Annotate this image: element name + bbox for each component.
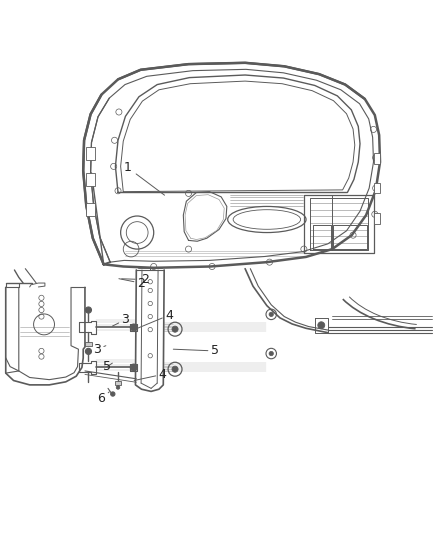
FancyBboxPatch shape bbox=[86, 173, 95, 186]
Text: 3: 3 bbox=[113, 313, 129, 326]
Text: 4: 4 bbox=[134, 368, 166, 381]
FancyBboxPatch shape bbox=[374, 183, 381, 193]
Text: 2: 2 bbox=[122, 273, 148, 286]
Polygon shape bbox=[85, 342, 92, 346]
Circle shape bbox=[130, 364, 137, 371]
Circle shape bbox=[269, 312, 273, 317]
Circle shape bbox=[130, 324, 137, 331]
Text: 4: 4 bbox=[136, 309, 173, 329]
Text: 1: 1 bbox=[123, 161, 165, 195]
Circle shape bbox=[172, 366, 178, 372]
Text: 5: 5 bbox=[173, 344, 219, 358]
Circle shape bbox=[116, 386, 120, 389]
FancyBboxPatch shape bbox=[374, 213, 381, 224]
Polygon shape bbox=[115, 382, 121, 385]
Circle shape bbox=[318, 322, 325, 329]
Circle shape bbox=[85, 307, 92, 313]
Text: 2: 2 bbox=[119, 277, 145, 289]
Circle shape bbox=[172, 326, 178, 332]
Text: 3: 3 bbox=[93, 343, 106, 356]
FancyBboxPatch shape bbox=[86, 147, 95, 160]
Text: 6: 6 bbox=[98, 392, 110, 405]
Text: 5: 5 bbox=[103, 360, 113, 373]
Circle shape bbox=[269, 351, 273, 356]
Circle shape bbox=[85, 349, 92, 354]
FancyBboxPatch shape bbox=[374, 154, 381, 164]
Circle shape bbox=[111, 392, 115, 396]
FancyBboxPatch shape bbox=[86, 204, 95, 216]
